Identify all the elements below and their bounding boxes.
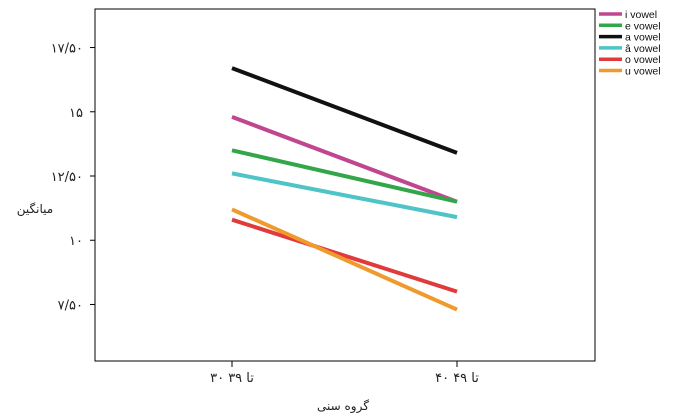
y-tick-label: ۱۲/۵۰: [51, 170, 83, 185]
y-axis: ۷/۵۰ ۱۰ ۱۲/۵۰ ۱۵ ۱۷/۵۰: [51, 42, 95, 313]
y-tick-label: ۱۰: [69, 234, 83, 249]
y-tick-label: ۷/۵۰: [58, 298, 83, 313]
plot-area-frame: [94, 8, 596, 362]
series-line-a-vowel: [231, 66, 458, 155]
legend-label: e vowel: [625, 20, 661, 32]
legend-label: â vowel: [625, 43, 661, 55]
y-tick-label: ۱۵: [69, 106, 83, 121]
series-line-o-vowel: [231, 217, 458, 294]
series-line-â-vowel: [231, 171, 458, 220]
x-axis-title: گروه سنی: [317, 399, 369, 414]
y-tick-label: ۱۷/۵۰: [51, 42, 83, 57]
legend-label: i vowel: [625, 9, 657, 21]
legend-label: o vowel: [625, 54, 661, 66]
series-lines: [231, 66, 458, 312]
series-line-i-vowel: [231, 115, 458, 204]
legend-label: u vowel: [625, 66, 661, 78]
x-tick-label: ۴۰ تا ۴۹: [435, 371, 479, 386]
series-line-e-vowel: [231, 148, 458, 204]
x-tick-label: ۳۰ تا ۳۹: [210, 371, 254, 386]
legend-label: a vowel: [625, 32, 661, 44]
x-axis: ۳۰ تا ۳۹ ۴۰ تا ۴۹: [210, 361, 479, 386]
y-axis-title: میانگین: [17, 202, 53, 217]
series-line-u-vowel: [231, 207, 458, 312]
